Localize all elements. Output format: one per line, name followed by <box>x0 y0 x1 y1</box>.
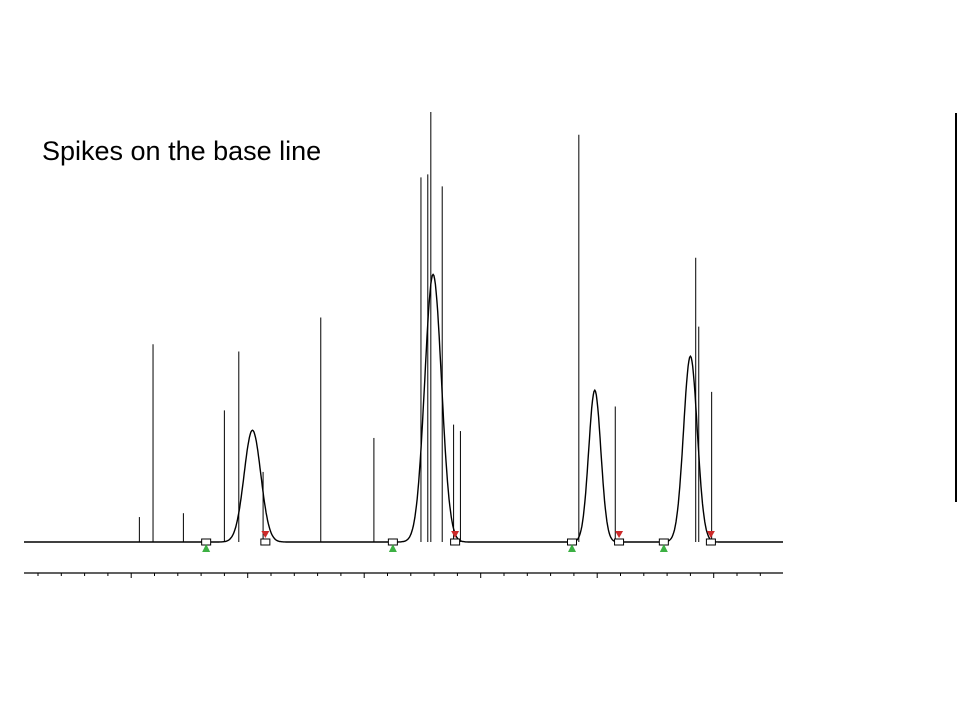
peak-end-marker-2 <box>451 531 460 538</box>
peak-end-box-3 <box>614 538 625 546</box>
peak-start-marker-4 <box>659 544 668 552</box>
peak-end-marker-1 <box>261 531 270 538</box>
peak-start-marker-3 <box>567 544 576 552</box>
peak-start-marker-2 <box>388 544 397 552</box>
signal-trace <box>24 273 783 543</box>
chart-title: Spikes on the base line <box>42 136 322 166</box>
peak-end-marker-3 <box>615 531 624 538</box>
peak-end-box-1 <box>260 538 271 546</box>
peak-end-box-2 <box>450 538 461 546</box>
peak-end-marker-4 <box>706 531 715 538</box>
peak-end-box-4 <box>705 538 716 546</box>
peak-start-marker-1 <box>202 544 211 552</box>
